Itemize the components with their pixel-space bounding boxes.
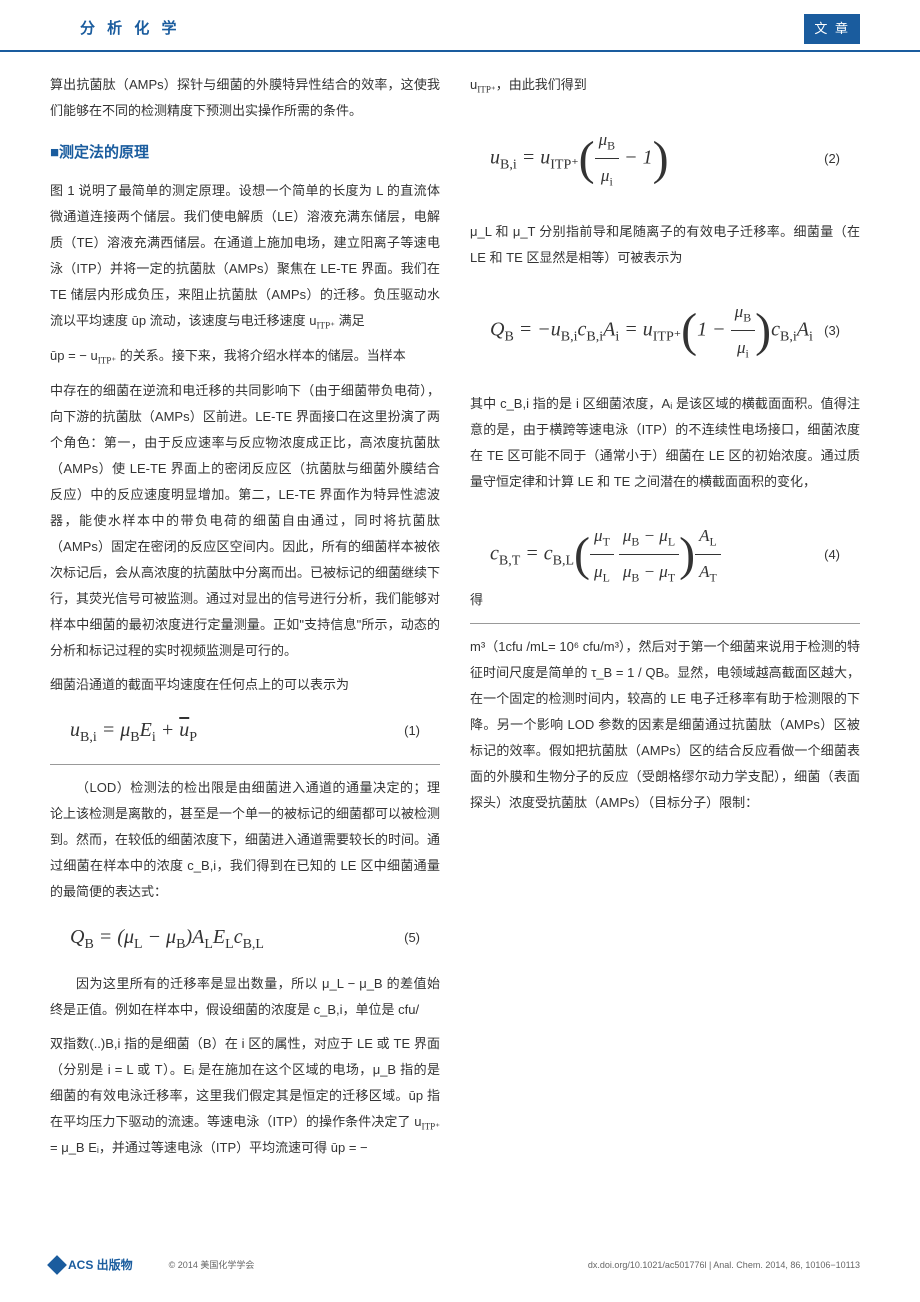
copyright-text: © 2014 美国化学学会 [169, 1256, 255, 1274]
paragraph: μ_L 和 μ_T 分别指前导和尾随离子的有效电子迁移率。细菌量（在 LE 和 … [470, 219, 860, 271]
equation-1: uB,i = μBEi + uP (1) [50, 710, 440, 752]
paragraph: （LOD）检测法的检出限是由细菌进入通道的通量决定的；理论上该检测是离散的，甚至… [50, 775, 440, 905]
section-heading: ■测定法的原理 [50, 138, 440, 168]
equation-number: (3) [824, 318, 860, 344]
paragraph: 算出抗菌肽（AMPs）探针与细菌的外膜特异性结合的效率，这使我们能够在不同的检测… [50, 72, 440, 124]
journal-name: 分 析 化 学 [80, 14, 181, 44]
equation-number: (4) [824, 542, 860, 568]
article-category: 文 章 [804, 14, 860, 44]
paragraph: 图 1 说明了最简单的测定原理。设想一个简单的长度为 L 的直流体微通道连接两个… [50, 178, 440, 335]
paragraph: 中存在的细菌在逆流和电迁移的共同影响下（由于细菌带负电荷），向下游的抗菌肽（AM… [50, 378, 440, 664]
acs-diamond-icon [47, 1255, 67, 1275]
equation-3: QB = −uB,icB,iAi = uITP⁺(1 − μBμi)cB,iAi… [470, 283, 860, 379]
page-footer: ACS 出版物 © 2014 美国化学学会 dx.doi.org/10.1021… [50, 1253, 860, 1277]
paragraph: ūp = − uITP⁺ 的关系。接下来，我将介绍水样本的储层。当样本 [50, 343, 440, 370]
equation-formula: QB = (μL − μB)ALELcB,L [70, 917, 264, 959]
footer-left: ACS 出版物 © 2014 美国化学学会 [50, 1253, 254, 1277]
equation-formula: uB,i = uITP⁺(μBμi − 1) [490, 111, 669, 207]
equation-2: uB,i = uITP⁺(μBμi − 1) (2) [470, 111, 860, 207]
paragraph: 细菌沿通道的截面平均速度在任何点上的可以表示为 [50, 672, 440, 698]
column-divider [50, 764, 440, 765]
paragraph: uITP⁺，由此我们得到 [470, 72, 860, 99]
paragraph: 其中 c_B,i 指的是 i 区细菌浓度，Aᵢ 是该区域的横截面面积。值得注意的… [470, 391, 860, 495]
column-divider [470, 623, 860, 624]
paragraph: 因为这里所有的迁移率是显出数量，所以 μ_L − μ_B 的差值始终是正值。例如… [50, 971, 440, 1023]
paragraph: 双指数(..)B,i 指的是细菌（B）在 i 区的属性，对应于 LE 或 TE … [50, 1031, 440, 1162]
publisher-name: ACS 出版物 [68, 1253, 133, 1277]
acs-logo: ACS 出版物 [50, 1253, 133, 1277]
equation-formula: QB = −uB,icB,iAi = uITP⁺(1 − μBμi)cB,iAi [490, 283, 813, 379]
paragraph: m³（1cfu /mL= 10⁶ cfu/m³），然后对于第一个细菌来说用于检测… [470, 634, 860, 816]
equation-number: (1) [404, 718, 440, 744]
citation-text: dx.doi.org/10.1021/ac501776l | Anal. Che… [588, 1256, 860, 1274]
equation-formula: cB,T = cB,L(μTμL μB − μLμB − μT)ALAT [490, 507, 721, 603]
equation-number: (2) [824, 146, 860, 172]
article-body: 算出抗菌肽（AMPs）探针与细菌的外膜特异性结合的效率，这使我们能够在不同的检测… [0, 52, 920, 1192]
page-header: 分 析 化 学 文 章 [0, 0, 920, 52]
equation-formula: uB,i = μBEi + uP [70, 710, 197, 752]
equation-number: (5) [404, 925, 440, 951]
equation-5: QB = (μL − μB)ALELcB,L (5) [50, 917, 440, 959]
